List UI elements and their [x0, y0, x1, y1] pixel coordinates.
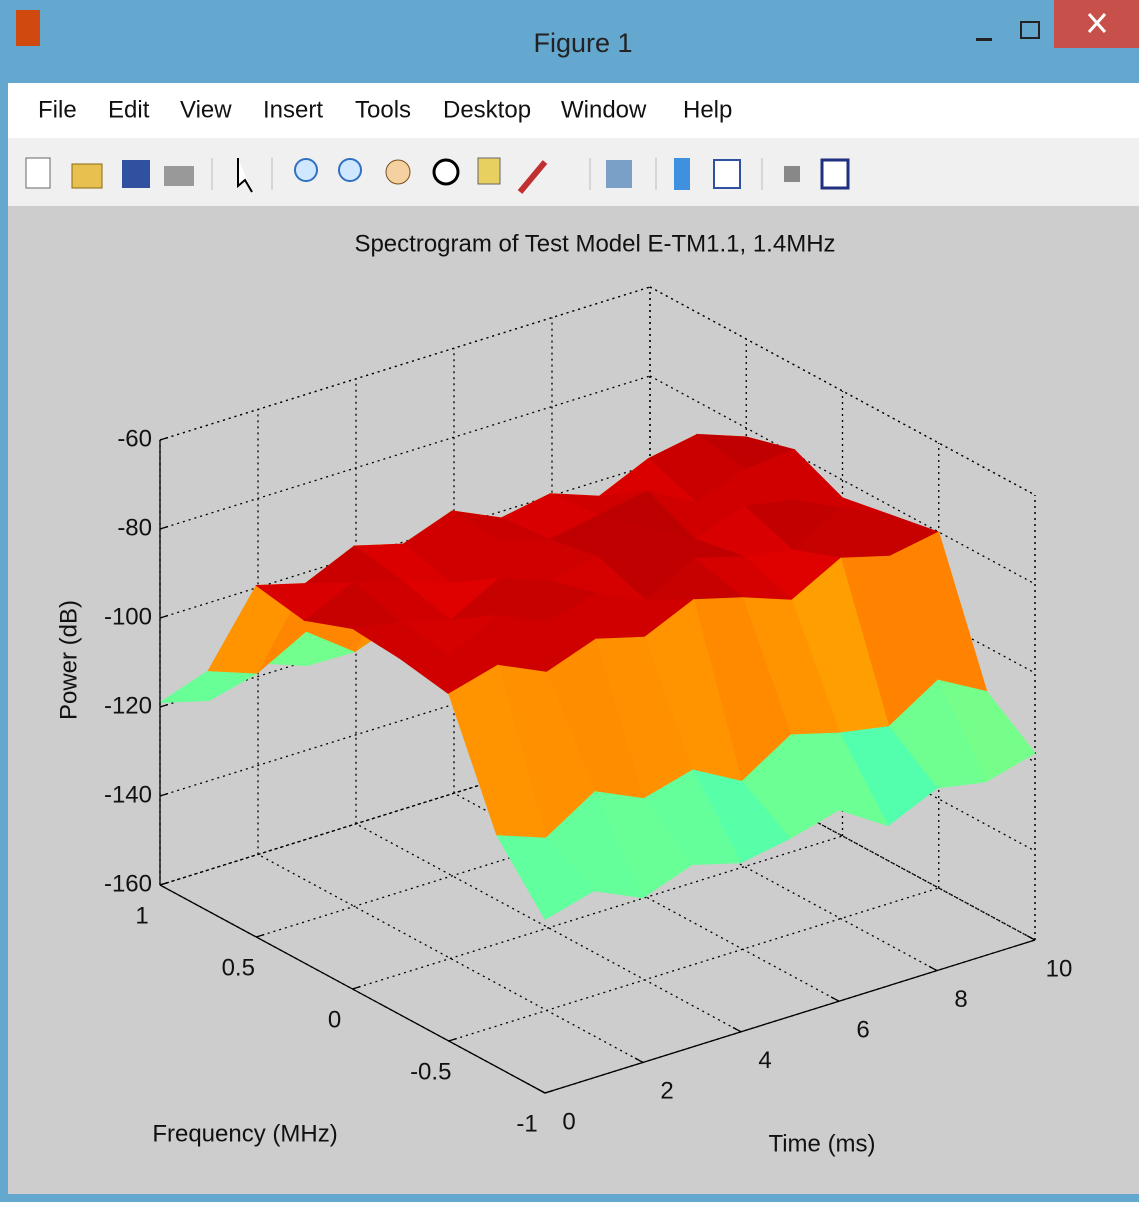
tick-mark: [1026, 935, 1036, 941]
y-tick-label: 4: [758, 1047, 771, 1074]
maximize-button[interactable]: [1020, 21, 1040, 39]
grid-line: [551, 762, 938, 972]
minimize-button[interactable]: [976, 38, 992, 41]
tick-mark: [634, 1057, 644, 1063]
print-icon[interactable]: [164, 166, 194, 186]
open-icon[interactable]: [71, 163, 103, 189]
grid-line: [649, 731, 1036, 941]
z-axis-label: Power (dB): [55, 600, 82, 720]
x-tick-label: 1: [135, 902, 148, 929]
zoom-out-icon[interactable]: [338, 158, 362, 182]
x-tick-label: -0.5: [410, 1058, 451, 1085]
menu-item[interactable]: View: [180, 96, 232, 123]
grid-line: [448, 887, 939, 1042]
menu-item[interactable]: Tools: [355, 96, 411, 123]
axes: Spectrogram of Test Model E-TM1.1, 1.4MH…: [55, 230, 1072, 1157]
z-tick-label: -60: [117, 425, 152, 452]
tick-mark: [928, 965, 938, 972]
grid-line: [257, 853, 644, 1063]
tick-mark: [159, 881, 169, 886]
z-tick-label: -100: [104, 603, 152, 630]
link-icon[interactable]: [606, 160, 632, 188]
app-icon: [16, 10, 40, 46]
grid-line: [159, 375, 651, 530]
save-icon[interactable]: [122, 160, 150, 188]
menu-item[interactable]: Desktop: [443, 96, 531, 123]
z-tick-label: -160: [104, 870, 152, 897]
menu-item[interactable]: Window: [561, 96, 647, 123]
legend-icon[interactable]: [713, 159, 741, 189]
tick-mark: [536, 1088, 546, 1094]
tick-mark: [159, 703, 169, 708]
colorbar-icon[interactable]: [674, 158, 690, 190]
x-tick-label: 0: [328, 1006, 341, 1033]
tick-mark: [159, 436, 169, 441]
pan-icon[interactable]: [385, 159, 411, 185]
grid-line: [352, 835, 843, 990]
grid-line: [649, 286, 1036, 496]
toolbar: [8, 138, 1139, 206]
tick-mark: [544, 1089, 554, 1094]
grid-line: [649, 375, 1036, 585]
tick-mark: [159, 614, 169, 619]
new-icon[interactable]: [25, 157, 51, 189]
toolbar-icons: [25, 157, 850, 194]
menu-item[interactable]: Insert: [263, 96, 323, 123]
rotate-icon[interactable]: [432, 158, 460, 186]
menu-bar: [8, 83, 1139, 138]
x-tick-label: 0.5: [222, 954, 255, 981]
x-tick-label: -1: [516, 1110, 537, 1137]
y-axis: [544, 939, 1036, 1094]
brush-icon[interactable]: [517, 160, 548, 194]
toolbar-separators: [211, 158, 763, 190]
tick-mark: [352, 985, 361, 990]
grid-line: [355, 823, 742, 1033]
chart-title: Spectrogram of Test Model E-TM1.1, 1.4MH…: [354, 230, 835, 257]
grid-line: [159, 286, 651, 441]
y-axis-label: Time (ms): [768, 1130, 875, 1157]
tick-mark: [256, 933, 265, 938]
z-tick-label: -120: [104, 692, 152, 719]
dock-icon[interactable]: [820, 158, 850, 190]
z-tick-label: -140: [104, 781, 152, 808]
datacursor-icon[interactable]: [477, 157, 501, 185]
pointer-icon[interactable]: [237, 158, 253, 193]
close-icon: [1087, 13, 1107, 33]
z-tick-label: -80: [117, 514, 152, 541]
x-axis-label: Frequency (MHz): [152, 1120, 337, 1147]
tick-mark: [830, 996, 840, 1002]
grid-line: [453, 792, 840, 1002]
zoom-in-icon[interactable]: [294, 158, 318, 182]
y-tick-label: 0: [562, 1108, 575, 1135]
tick-mark: [732, 1026, 742, 1033]
menu-item[interactable]: Help: [683, 96, 732, 123]
tick-mark: [448, 1037, 457, 1042]
hide-tools-icon[interactable]: [784, 166, 800, 182]
menu-items: File Edit View Insert Tools Desktop Window Help: [38, 96, 732, 123]
tick-mark: [159, 525, 169, 530]
menu-item[interactable]: File: [38, 96, 77, 123]
surface-patch: [496, 835, 595, 920]
y-tick-label: 8: [954, 986, 967, 1013]
y-tick-label: 10: [1046, 955, 1073, 982]
y-tick-label: 2: [660, 1078, 673, 1105]
tick-mark: [159, 792, 169, 797]
window-title: Figure 1: [533, 28, 632, 58]
y-tick-label: 6: [856, 1017, 869, 1044]
grid-line: [159, 464, 651, 619]
menu-item[interactable]: Edit: [108, 96, 150, 123]
